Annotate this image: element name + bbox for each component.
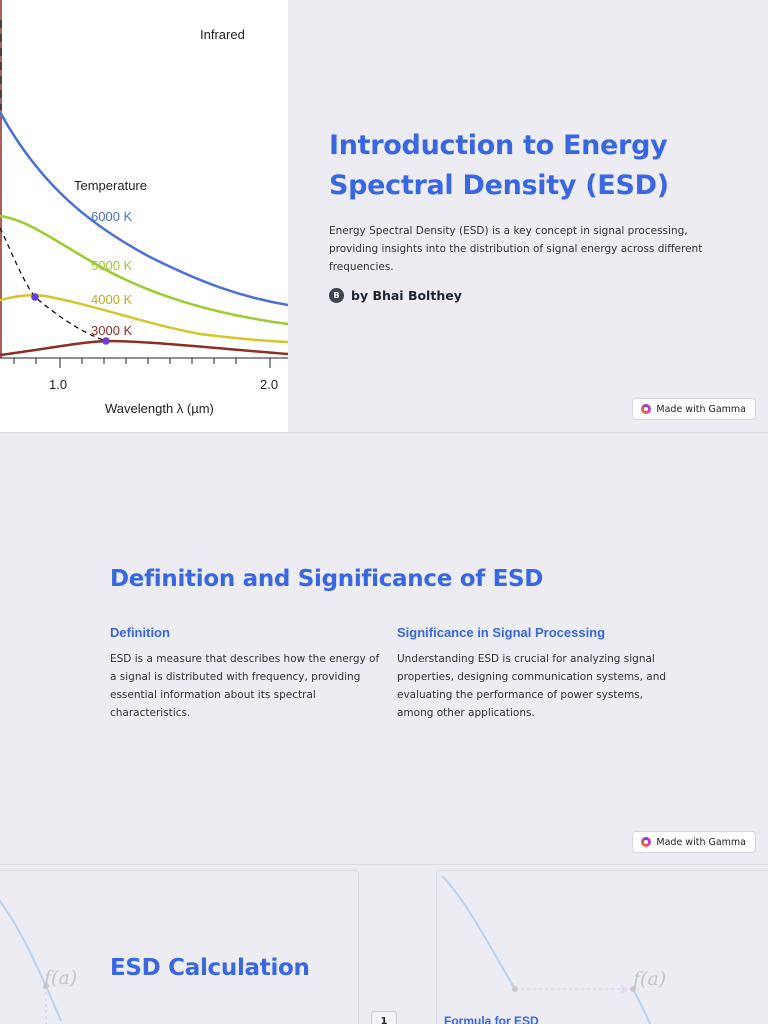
bg-curve-left xyxy=(0,899,62,1022)
gamma-logo-icon xyxy=(641,837,652,847)
x-axis-ticks xyxy=(13,358,271,368)
avatar: B xyxy=(329,288,344,303)
legend-title: Temperature xyxy=(74,178,147,193)
background-graph-left: f(a) xyxy=(0,870,359,1024)
label-4000k: 4000 K xyxy=(91,292,133,307)
label-3000k: 3000 K xyxy=(91,323,133,338)
slide-definition: Definition and Significance of ESD Defin… xyxy=(0,432,768,864)
step-number-badge: 1 xyxy=(371,1011,397,1024)
peak-dot-3000k xyxy=(102,337,110,345)
blackbody-chart: Infrared Temperature 6000 K 5000 K 4000 … xyxy=(0,0,288,416)
curve-6000k xyxy=(0,111,288,307)
label-6000k: 6000 K xyxy=(91,209,133,224)
curve-5000k xyxy=(0,214,288,326)
significance-heading: Significance in Signal Processing xyxy=(397,625,606,640)
wien-peak-line xyxy=(0,227,107,342)
curve-3000k xyxy=(0,339,288,357)
bg-curve-right-1 xyxy=(441,875,516,990)
made-with-gamma-badge[interactable]: Made with Gamma xyxy=(632,398,756,420)
x-axis-label: Wavelength λ (µm) xyxy=(105,401,214,416)
badge-label: Made with Gamma xyxy=(656,403,746,415)
slide-introduction: Infrared Temperature 6000 K 5000 K 4000 … xyxy=(0,0,768,432)
background-graph-right: f(a) xyxy=(436,870,768,1024)
bg-label-right: f(a) xyxy=(631,968,666,990)
bg-curve-right-2 xyxy=(632,988,652,1024)
x-tick-label-2: 2.0 xyxy=(260,377,278,392)
curve-4000k xyxy=(0,293,288,344)
slide1-title: Introduction to Energy Spectral Density … xyxy=(329,130,669,201)
definition-body: ESD is a measure that describes how the … xyxy=(110,653,380,719)
infrared-label: Infrared xyxy=(200,27,245,42)
peak-dot-4000k xyxy=(31,293,39,301)
gamma-logo-icon xyxy=(641,404,652,414)
blackbody-figure: Infrared Temperature 6000 K 5000 K 4000 … xyxy=(0,0,288,432)
slide1-description: Energy Spectral Density (ESD) is a key c… xyxy=(329,225,703,273)
badge-label: Made with Gamma xyxy=(656,836,746,848)
definition-heading: Definition xyxy=(110,625,170,640)
significance-column: Significance in Signal Processing Unders… xyxy=(397,625,667,722)
bg-label-left: f(a) xyxy=(42,967,77,989)
definition-column: Definition ESD is a measure that describ… xyxy=(110,625,380,722)
step-title: Formula for ESD xyxy=(444,1014,539,1024)
author-byline: B by Bhai Bolthey xyxy=(329,288,462,303)
slide-esd-calculation: f(a) f(a) ESD Calculation 1 Formula for … xyxy=(0,864,768,1024)
x-tick-label-1: 1.0 xyxy=(49,377,67,392)
slide2-title: Definition and Significance of ESD xyxy=(110,566,544,592)
label-5000k: 5000 K xyxy=(91,258,133,273)
slide3-title: ESD Calculation xyxy=(110,955,310,981)
made-with-gamma-badge[interactable]: Made with Gamma xyxy=(632,831,756,853)
author-name: by Bhai Bolthey xyxy=(351,288,462,303)
significance-body: Understanding ESD is crucial for analyzi… xyxy=(397,653,667,719)
